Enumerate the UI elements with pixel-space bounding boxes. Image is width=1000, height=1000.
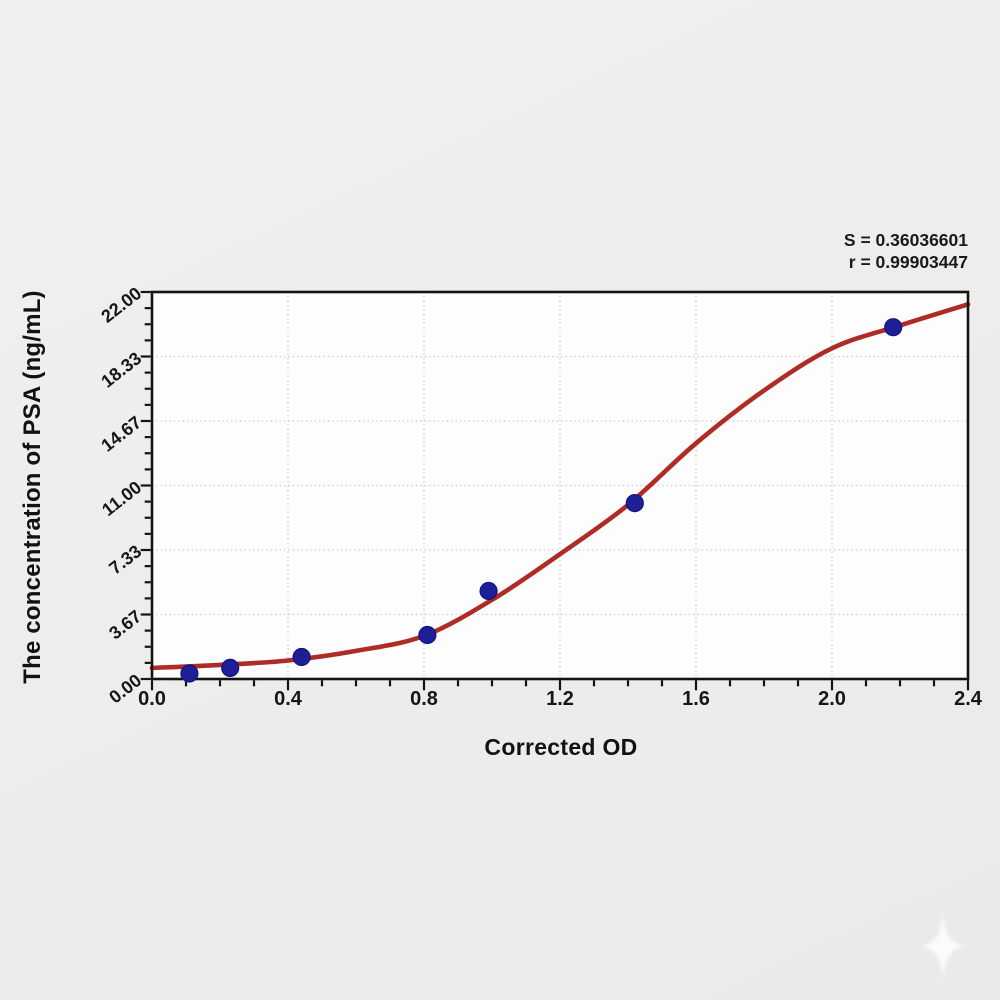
sparkle-watermark-icon: [922, 915, 964, 977]
x-tick-label-0: 0.0: [138, 688, 166, 710]
data-point: [625, 494, 644, 513]
x-axis-title: Corrected OD: [484, 734, 638, 760]
data-point: [180, 664, 199, 683]
data-point: [221, 658, 240, 678]
x-tick-label-1: 0.4: [274, 688, 302, 710]
data-point: [884, 318, 903, 337]
x-tick-label-4: 1.6: [682, 688, 710, 710]
data-point: [292, 647, 311, 667]
x-tick-label-3: 1.2: [546, 688, 574, 710]
data-point: [418, 625, 437, 645]
plot-frame: [150, 290, 970, 681]
plot-area: [152, 292, 968, 679]
s-value-label: S = 0.36036601: [843, 230, 968, 250]
x-tick-label-2: 0.8: [410, 688, 438, 710]
x-tick-label-6: 2.4: [954, 688, 982, 710]
y-axis-title: The concentration of PSA (ng/mL): [19, 290, 46, 684]
fit-statistics: S = 0.36036601 r = 0.99903447: [844, 229, 968, 273]
r-value-label: r = 0.99903447: [848, 252, 968, 272]
fit-curve: [149, 302, 971, 671]
data-point: [479, 581, 498, 601]
x-tick-label-5: 2.0: [818, 688, 846, 710]
